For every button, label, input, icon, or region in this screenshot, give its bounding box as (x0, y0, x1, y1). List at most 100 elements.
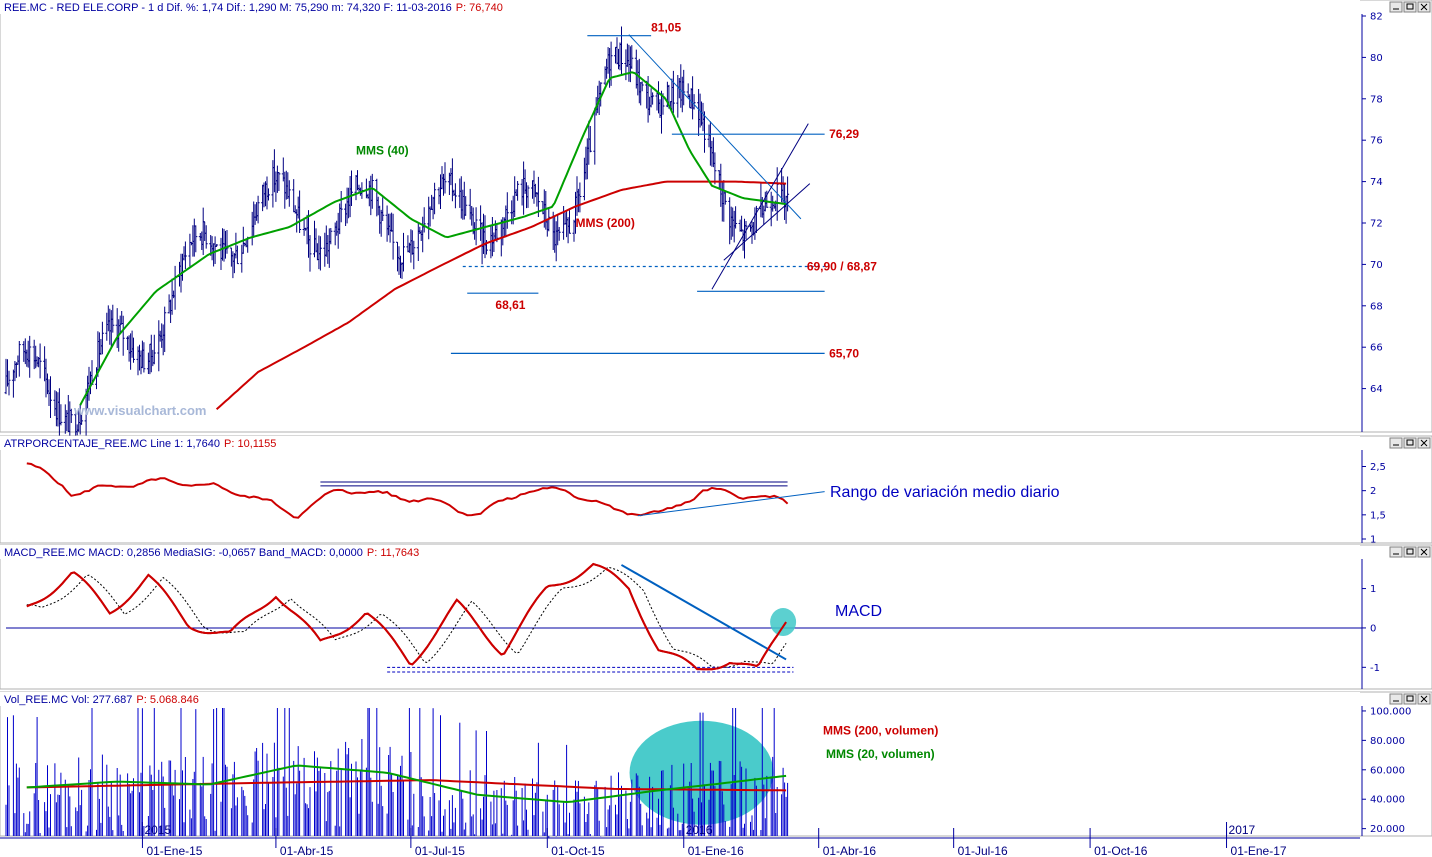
maximize-icon-glyph (1406, 439, 1414, 446)
close-icon[interactable] (1417, 437, 1431, 449)
price-bar (568, 210, 571, 234)
price-ytick-label: 68 (1370, 301, 1383, 312)
mms-40-label: MMS (40) (356, 144, 409, 158)
maximize-icon-box[interactable] (1403, 693, 1417, 705)
price-bar (277, 172, 281, 191)
atr-ytick-label: 1,5 (1370, 510, 1386, 521)
price-bar (194, 225, 198, 253)
maximize-icon[interactable] (1403, 693, 1417, 705)
volume-header-bg (0, 692, 1360, 706)
price-ytick-label: 66 (1370, 343, 1383, 354)
price-bar (132, 337, 135, 363)
atr-ytick-label: 2,5 (1370, 462, 1386, 473)
atr-support-line (637, 491, 825, 517)
level-label: 65,70 (829, 346, 859, 360)
price-ytick-label: 70 (1370, 260, 1383, 271)
close-icon[interactable] (1417, 546, 1431, 558)
x-tick-label: 01-Abr-15 (280, 844, 334, 857)
watermark: www.visualchart.com (73, 403, 206, 418)
price-bar (765, 190, 769, 208)
level-label: 68,61 (495, 298, 525, 312)
price-bar (38, 343, 42, 379)
price-ytick-label: 74 (1370, 177, 1383, 188)
atr-header-last: P: 10,1155 (224, 438, 276, 450)
price-bar (453, 183, 457, 209)
macd-frame (0, 544, 1432, 690)
price-bar (505, 192, 509, 229)
price-bar (557, 227, 561, 241)
maximize-icon[interactable] (1403, 1, 1417, 13)
price-panel: REE.MC - RED ELE.CORP - 1 d Dif. %: 1,74… (0, 0, 1432, 446)
minimize-icon-box[interactable] (1389, 693, 1403, 705)
volume-header-last: P: 5.068.846 (136, 694, 198, 706)
maximize-icon-box[interactable] (1403, 1, 1417, 13)
volume-ytick-label: 20.000 (1370, 824, 1405, 835)
price-bar (59, 404, 63, 426)
volume-mms-200-line (26, 779, 787, 792)
maximize-icon[interactable] (1403, 437, 1417, 449)
price-header-label: REE.MC - RED ELE.CORP - 1 d Dif. %: 1,74… (4, 2, 452, 14)
volume-highlight-circle (629, 720, 774, 825)
price-bar (734, 206, 738, 229)
maximize-icon-box[interactable] (1403, 437, 1417, 449)
price-bar (215, 244, 219, 247)
price-bar (121, 315, 125, 356)
price-bar (391, 213, 395, 260)
price-bar (7, 370, 11, 396)
maximize-icon-glyph (1406, 695, 1414, 702)
close-icon[interactable] (1417, 1, 1431, 13)
x-tick-label: 01-Oct-16 (1094, 844, 1148, 857)
macd-ytick-label: 0 (1370, 623, 1376, 634)
volume-ytick-label: 80.000 (1370, 736, 1405, 747)
year-mark-label: 2016 (686, 823, 713, 837)
price-bar (183, 241, 187, 269)
minimize-icon-box[interactable] (1389, 1, 1403, 13)
price-bar (235, 245, 239, 265)
minimize-icon[interactable] (1389, 693, 1403, 705)
minimize-icon[interactable] (1389, 1, 1403, 13)
price-bar (412, 240, 416, 270)
volume-ytick-label: 100.000 (1370, 706, 1411, 717)
price-bar (28, 335, 32, 378)
minimize-icon[interactable] (1389, 437, 1403, 449)
atr-panel: ATRPORCENTAJE_REE.MC Line 1: 1,7640 P: 10… (0, 435, 1432, 546)
price-bar (578, 182, 582, 213)
price-bar (80, 414, 84, 425)
price-bar (620, 26, 623, 76)
macd-header-bg (0, 545, 1360, 559)
price-frame (0, 0, 1432, 433)
atr-ytick-label: 2 (1370, 486, 1376, 497)
x-axis: 01-Ene-15 01-Abr-15 01-Jul-15 01-Oct-15 01-E… (0, 828, 1360, 857)
price-ytick-label: 76 (1370, 136, 1383, 147)
maximize-icon-box[interactable] (1403, 546, 1417, 558)
maximize-icon[interactable] (1403, 546, 1417, 558)
level-label: 69,90 / 68,87 (807, 259, 877, 273)
price-bar (350, 170, 353, 206)
close-icon[interactable] (1417, 693, 1431, 705)
minimize-icon-box[interactable] (1389, 437, 1403, 449)
price-bar (298, 190, 302, 233)
mms-200-label: MMS (200) (575, 216, 634, 230)
close-icon-glyph (1420, 548, 1428, 556)
downtrend-line (628, 34, 802, 220)
price-bar (516, 181, 520, 201)
price-bar (318, 236, 322, 271)
macd-signal-line (26, 566, 787, 668)
price-bar (526, 185, 530, 208)
year-mark-label: 2017 (1229, 823, 1256, 837)
price-header-last: P: 76,740 (456, 2, 503, 14)
minimize-icon[interactable] (1389, 546, 1403, 558)
x-tick-label: 01-Jul-16 (958, 844, 1008, 857)
price-bar (370, 173, 374, 209)
minimize-icon-box[interactable] (1389, 546, 1403, 558)
price-ytick-label: 80 (1370, 53, 1383, 64)
price-bar (100, 321, 104, 355)
price-bar (256, 195, 260, 224)
price-bar (443, 162, 447, 194)
macd-header-label: MACD_REE.MC MACD: 0,2856 MediaSIG: -0,06… (4, 547, 363, 559)
price-bar (599, 82, 603, 107)
x-tick-label: 01-Abr-16 (823, 844, 877, 857)
volume-mms-20-label: MMS (20, volumen) (826, 747, 935, 761)
price-bar (786, 176, 790, 212)
macd-ytick-label: -1 (1370, 663, 1380, 674)
